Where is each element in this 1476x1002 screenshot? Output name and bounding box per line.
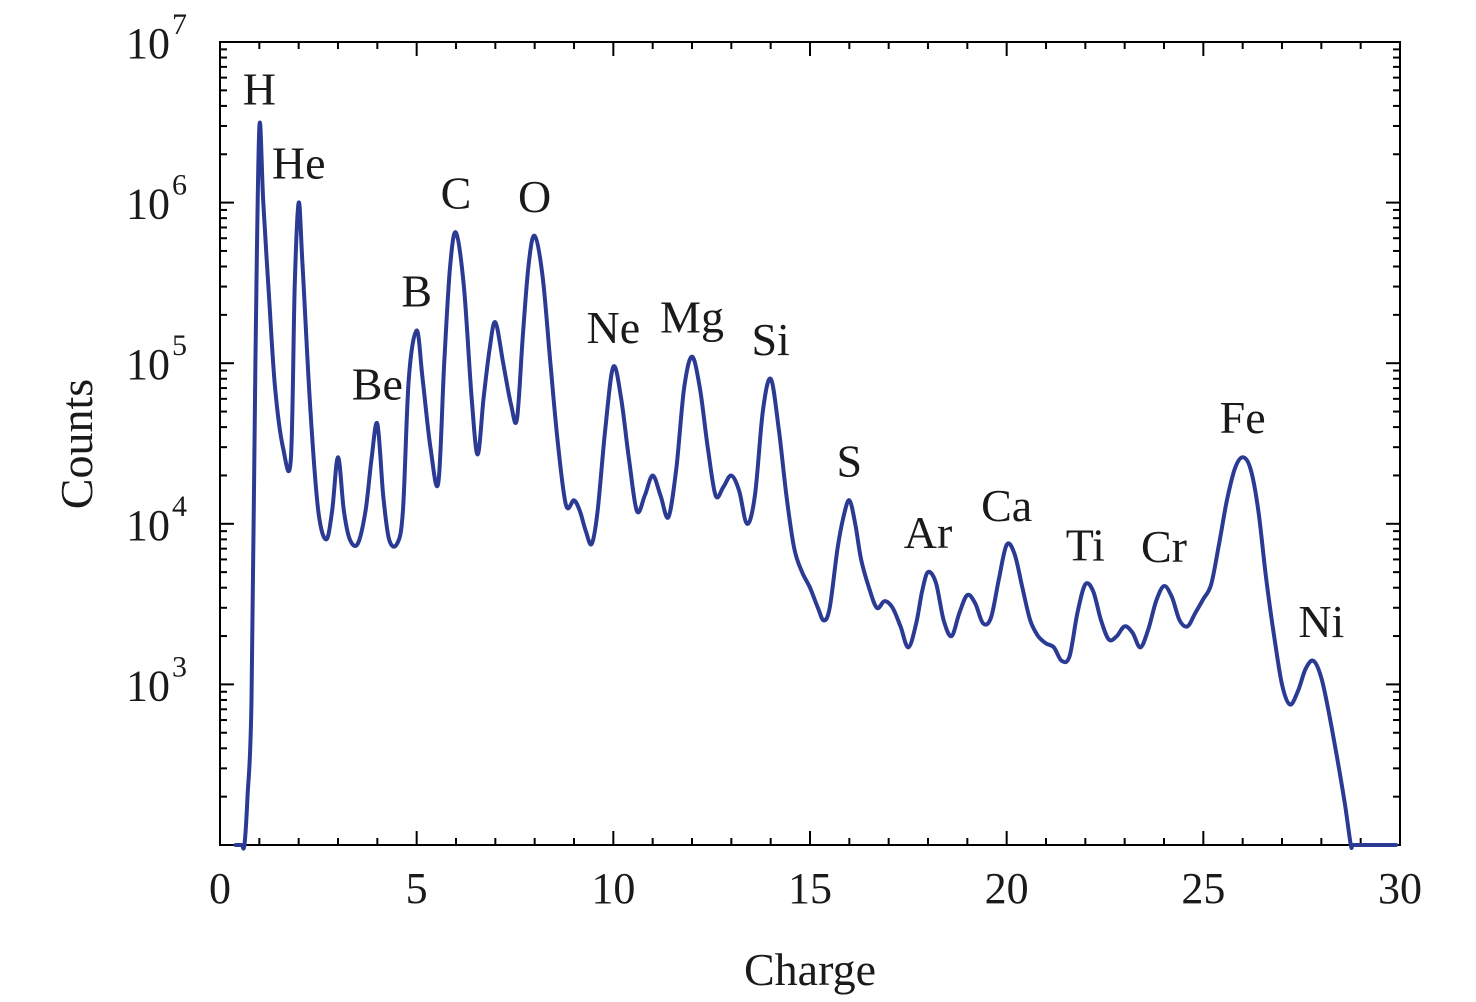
y-tick-label: 10 7: [126, 8, 187, 68]
peak-label: B: [401, 265, 432, 316]
y-tick-label-base: 10: [126, 19, 170, 68]
y-axis-label: Counts: [51, 379, 102, 509]
peak-label: Ne: [587, 302, 641, 353]
peak-label: Fe: [1220, 392, 1266, 443]
peak-label: Ni: [1298, 596, 1344, 647]
x-tick-label: 5: [406, 864, 428, 913]
peak-label: O: [518, 171, 551, 222]
y-tick-label: 10 3: [126, 650, 187, 710]
peak-label: Si: [751, 314, 789, 365]
x-tick-label: 15: [788, 864, 832, 913]
peak-labels: H He Be BC O Ne Mg Si S Ar Ca Ti Cr Fe Ni: [243, 63, 1345, 647]
peak-label: Ca: [981, 480, 1032, 531]
y-tick-label: 10 4: [126, 490, 187, 550]
peak-label: Ar: [904, 507, 953, 558]
y-tick-label-base: 10: [126, 340, 170, 389]
axes: [219, 41, 1401, 846]
y-tick-label-exponent: 5: [172, 329, 187, 362]
peak-label: Ti: [1066, 519, 1105, 570]
y-tick-label: 10 6: [126, 169, 187, 229]
peak-label: Mg: [660, 292, 724, 343]
y-tick-label-exponent: 7: [172, 8, 187, 41]
y-tick-label-exponent: 3: [172, 650, 187, 683]
x-axis-label: Charge: [744, 944, 876, 995]
x-tick-label: 20: [985, 864, 1029, 913]
peak-label: He: [272, 138, 326, 189]
series: [233, 120, 1399, 851]
series-line: [233, 120, 1399, 851]
peak-label: H: [243, 63, 276, 114]
x-tick-label: 10: [591, 864, 635, 913]
peak-label: Be: [352, 359, 403, 410]
peak-label: S: [837, 435, 863, 486]
x-tick-label: 0: [209, 864, 231, 913]
y-tick-label: 10 5: [126, 329, 187, 389]
y-tick-label-base: 10: [126, 501, 170, 550]
y-tick-label-exponent: 4: [172, 490, 187, 523]
y-tick-label-base: 10: [126, 180, 170, 229]
x-tick-label: 25: [1181, 864, 1225, 913]
y-tick-label-base: 10: [126, 661, 170, 710]
plot-frame: [219, 41, 1401, 846]
peak-label: Cr: [1141, 521, 1187, 572]
x-tick-label: 30: [1378, 864, 1422, 913]
peak-label: C: [441, 168, 472, 219]
y-tick-label-exponent: 6: [172, 169, 187, 202]
